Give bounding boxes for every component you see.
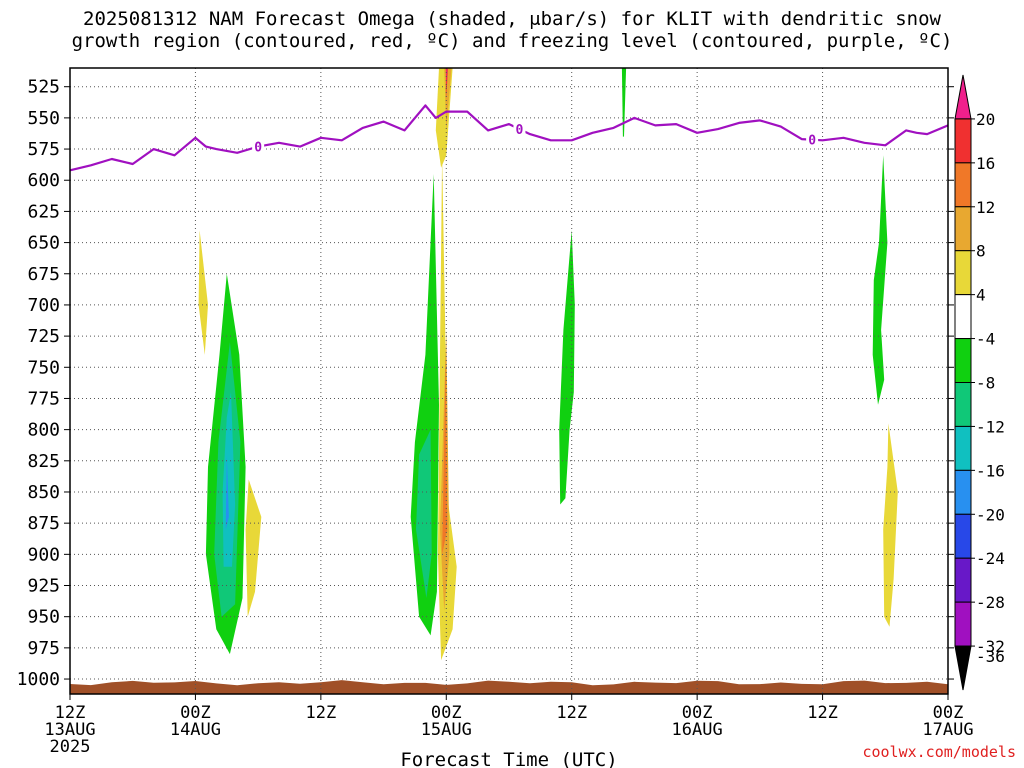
omega-shading-layer — [198, 68, 898, 661]
x-tick-time-60: 00Z — [682, 703, 713, 723]
x-tick-date-84: 17AUG — [922, 720, 973, 740]
colorbar-label--36: -36 — [976, 647, 1005, 666]
x-tick-date-0: 13AUG — [44, 720, 95, 740]
plot-frame — [69, 67, 949, 695]
y-tick-label-650: 650 — [27, 233, 60, 254]
x-tick-time-0: 12Z — [55, 703, 86, 723]
source-credit: coolwx.com/models — [862, 743, 1016, 761]
freezing-level-label: 0 — [808, 134, 816, 149]
y-tick-label-900: 900 — [27, 544, 60, 565]
colorbar-bin-top-triangle — [954, 74, 972, 120]
colorbar-bin-5 — [954, 294, 972, 340]
colorbar-bin-bottom-triangle — [954, 645, 972, 691]
x-tick-time-24: 12Z — [305, 703, 336, 723]
freezing-level-label-bg — [513, 121, 526, 137]
freezing-level-label-bg — [806, 131, 819, 147]
y-tick-label-775: 775 — [27, 388, 60, 409]
omega-region-10 — [444, 68, 452, 131]
colorbar-label--32: -32 — [976, 637, 1005, 656]
x-tick-date-60: 16AUG — [672, 720, 723, 740]
x-tick-time-48: 12Z — [556, 703, 587, 723]
colorbar-label-16: 16 — [976, 154, 995, 173]
colorbar-label--16: -16 — [976, 461, 1005, 480]
y-tick-label-800: 800 — [27, 420, 60, 441]
x-tick-date-12: 14AUG — [170, 720, 221, 740]
pressure-axis: 525 550 575 600 625 650 675 700 725 750 775 800 825 8… — [17, 77, 954, 690]
colorbar-label--12: -12 — [976, 417, 1005, 436]
x-axis-title: Forecast Time (UTC) — [400, 749, 617, 768]
freezing-level-layer: 0 0 0 — [69, 104, 949, 172]
omega-region-3 — [222, 392, 236, 567]
colorbar-bin-6 — [954, 338, 972, 384]
x-tick-date-36: 15AUG — [421, 720, 472, 740]
omega-region-18 — [883, 423, 898, 627]
y-tick-label-525: 525 — [27, 77, 60, 98]
omega-region-17 — [872, 155, 888, 405]
chart-title-line1: 2025081312 NAM Forecast Omega (shaded, μ… — [83, 8, 941, 30]
colorbar-bin-11 — [954, 557, 972, 603]
colorbar-bin-4 — [954, 250, 972, 296]
y-tick-label-975: 975 — [27, 638, 60, 659]
terrain-fill — [70, 680, 948, 694]
y-tick-label-1000: 1000 — [17, 669, 60, 690]
colorbar-label--8: -8 — [976, 374, 995, 393]
chart-title-line2: growth region (contoured, red, ºC) and f… — [71, 30, 953, 52]
y-tick-label-850: 850 — [27, 482, 60, 503]
freezing-level-label: 0 — [516, 123, 524, 138]
colorbar-label--24: -24 — [976, 549, 1005, 568]
x-tick-time-36: 00Z — [431, 703, 462, 723]
x-tick-time-12: 00Z — [180, 703, 211, 723]
y-tick-label-725: 725 — [27, 326, 60, 347]
x-tick-time-72: 12Z — [807, 703, 838, 723]
omega-region-16 — [621, 68, 627, 137]
freezing-level-label: 0 — [254, 141, 262, 156]
omega-region-4 — [225, 454, 229, 530]
colorbar-bin-12 — [954, 601, 972, 647]
y-tick-label-875: 875 — [27, 513, 60, 534]
x-tick-time-84: 00Z — [933, 703, 964, 723]
y-tick-label-625: 625 — [27, 201, 60, 222]
freezing-level-label-bg — [252, 138, 265, 154]
colorbar-bin-2 — [954, 162, 972, 208]
colorbar-label-4: 4 — [976, 286, 986, 305]
colorbar-bin-8 — [954, 425, 972, 471]
terrain-layer — [70, 680, 948, 694]
y-tick-label-750: 750 — [27, 357, 60, 378]
y-tick-label-825: 825 — [27, 451, 60, 472]
colorbar-label-12: 12 — [976, 198, 995, 217]
y-tick-label-600: 600 — [27, 170, 60, 191]
colorbar-bin-9 — [954, 469, 972, 515]
colorbar-label-20: 20 — [976, 110, 995, 129]
colorbar-label-8: 8 — [976, 242, 986, 261]
y-tick-label-925: 925 — [27, 576, 60, 597]
omega-region-7 — [416, 429, 432, 598]
y-tick-label-575: 575 — [27, 139, 60, 160]
omega-region-5 — [245, 479, 262, 617]
colorbar-bin-1 — [954, 118, 972, 164]
y-tick-label-675: 675 — [27, 264, 60, 285]
x-tick-year-0: 2025 — [50, 737, 91, 757]
colorbar-label--28: -28 — [976, 593, 1005, 612]
colorbar-bin-3 — [954, 206, 972, 252]
colorbar-bin-7 — [954, 382, 972, 427]
y-tick-label-700: 700 — [27, 295, 60, 316]
colorbar-label--4: -4 — [976, 330, 995, 349]
grid-layer — [70, 68, 948, 694]
colorbar-label--20: -20 — [976, 505, 1005, 524]
colorbar-bin-10 — [954, 513, 972, 559]
omega-region-0 — [198, 230, 208, 355]
y-tick-label-550: 550 — [27, 108, 60, 129]
colorbar: 20 16 12 8 4 -4 -8 -12 -16 -20 -24 -28 -32-36 — [954, 74, 1005, 691]
y-tick-label-950: 950 — [27, 607, 60, 628]
